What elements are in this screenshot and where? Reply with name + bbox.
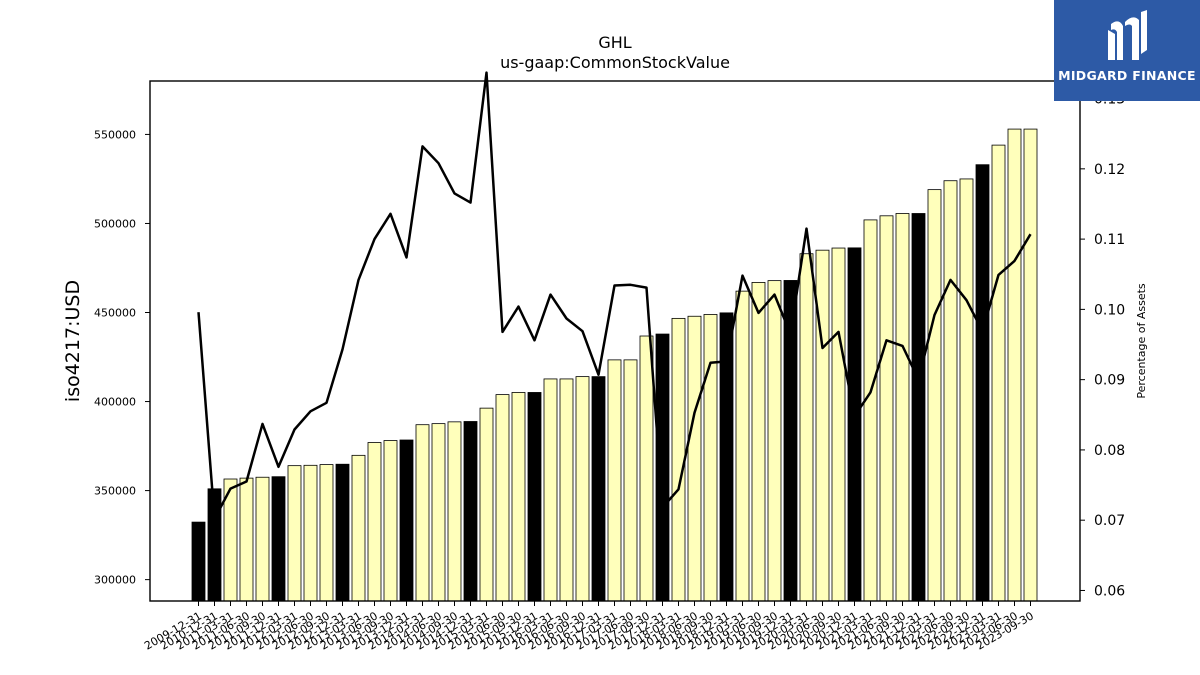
y2-tick-label: 0.10 [1094,302,1125,318]
bar [1023,128,1038,602]
bar [703,314,718,602]
bar [623,359,638,602]
bar [543,378,558,602]
chart-title: GHL [598,33,631,52]
bar [639,335,654,602]
y2-tick-label: 0.09 [1094,373,1125,389]
bar [767,280,782,602]
bar [527,392,542,602]
y2-tick-label: 0.06 [1094,583,1125,599]
bar [607,359,622,602]
bar [191,521,206,602]
bar [239,477,254,602]
y2-tick-label: 0.08 [1094,443,1125,459]
bar [943,180,958,602]
bar [351,454,366,602]
bar [479,407,494,602]
bar [847,247,862,602]
y-tick-label: 500000 [94,217,136,230]
bar [927,189,942,602]
bar [303,464,318,602]
y2-tick-label: 0.07 [1094,513,1125,529]
y2-axis-label: Percentage of Assets [1135,283,1148,399]
bar [671,317,686,602]
plot-frame [149,80,1081,602]
bar [655,333,670,602]
bar [895,213,910,602]
series-line [197,71,1032,521]
bar [271,476,286,602]
bar [991,144,1006,602]
bar [495,394,510,602]
y-tick-label: 300000 [94,574,136,587]
bar [255,476,270,602]
y-axis-label: iso4217:USD [62,280,84,402]
y-tick-label: 450000 [94,307,136,320]
midgard-logo-icon [1108,10,1147,60]
bar [399,439,414,602]
brand-logo: MIDGARD FINANCE [1054,0,1200,101]
bar [319,464,334,602]
bar [287,465,302,602]
y-tick-label: 350000 [94,485,136,498]
bar [559,378,574,602]
y-tick-label: 550000 [94,128,136,141]
chart-subtitle: us-gaap:CommonStockValue [500,53,730,72]
bar [383,440,398,602]
bar [367,442,382,602]
bar [1007,128,1022,602]
bar [591,376,606,602]
bar [911,213,926,602]
bar [335,463,350,602]
bar [815,249,830,602]
bar [447,421,462,602]
bar [799,253,814,602]
bar [879,215,894,602]
bar [975,164,990,602]
y2-tick-label: 0.11 [1094,232,1125,248]
bar [431,423,446,602]
bar [751,282,766,602]
brand-name: MIDGARD FINANCE [1058,68,1196,83]
bar [463,421,478,602]
bar [959,178,974,602]
bar [687,315,702,602]
y2-tick-label: 0.12 [1094,162,1125,178]
bar [863,219,878,602]
bar [831,247,846,602]
bar [735,290,750,602]
y-tick-label: 400000 [94,396,136,409]
bar [415,424,430,602]
bar [511,392,526,602]
bar [575,376,590,602]
